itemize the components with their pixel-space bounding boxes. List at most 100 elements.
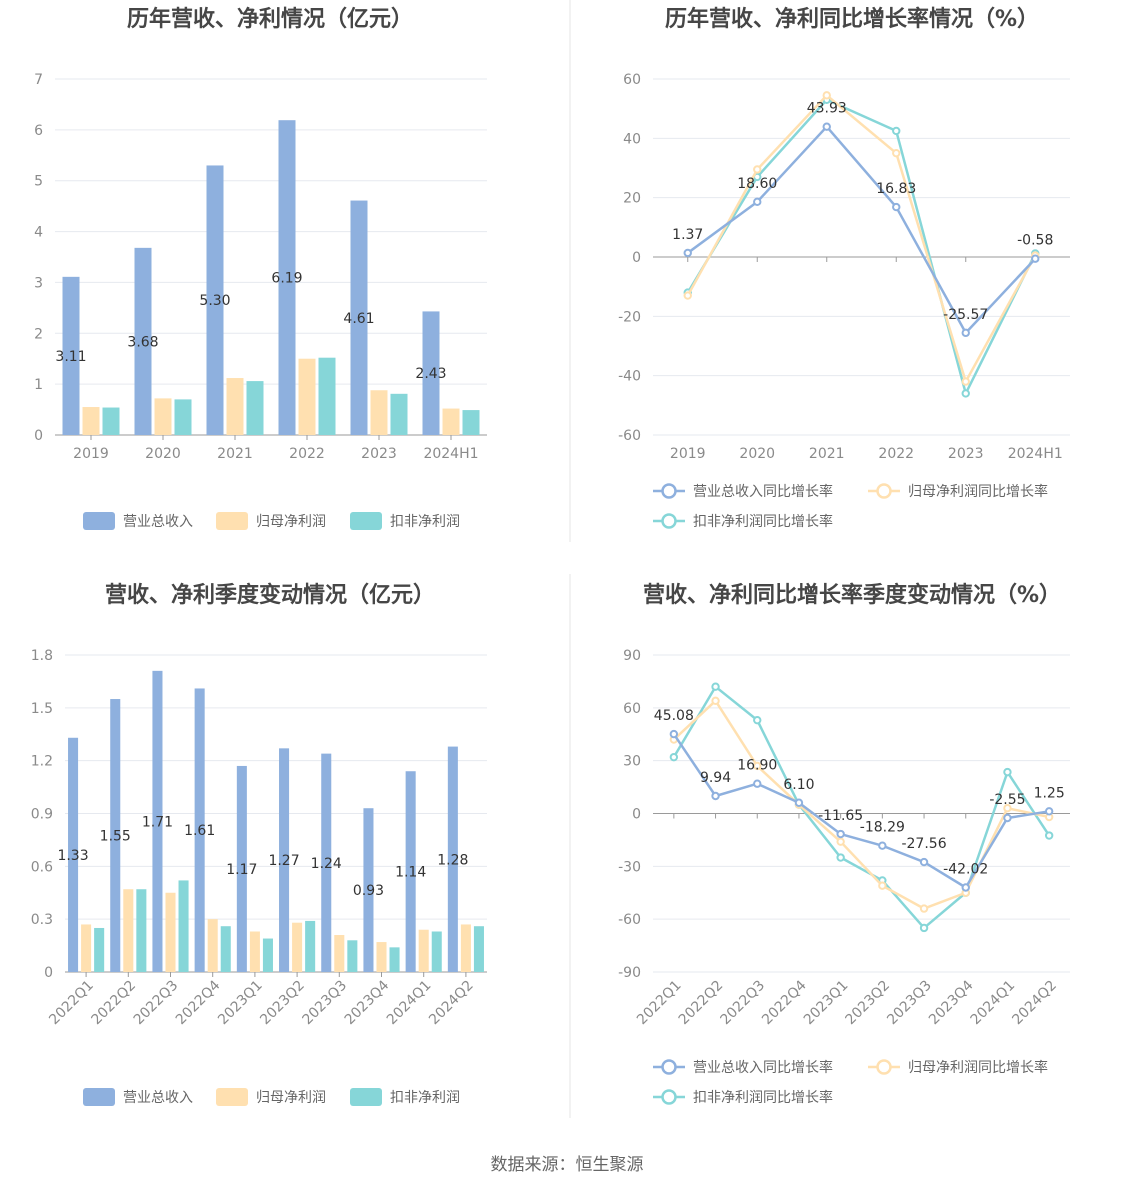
legend-marker xyxy=(876,1059,892,1075)
y-tick-label: -20 xyxy=(618,309,641,325)
bar-2 xyxy=(123,889,134,972)
y-tick-label: 1 xyxy=(34,377,43,393)
x-tick-label: 2022Q1 xyxy=(46,978,97,1029)
y-tick-label: 0 xyxy=(632,807,641,823)
legend-label: 营业总收入同比增长率 xyxy=(693,483,833,500)
bar-2 xyxy=(165,892,176,972)
bar-1 xyxy=(321,753,332,972)
x-tick-label: 2022Q4 xyxy=(173,977,224,1028)
bar-3 xyxy=(347,940,358,972)
bar-data-label: 1.28 xyxy=(437,852,468,868)
y-tick-label: 2 xyxy=(34,326,43,342)
bar-3 xyxy=(262,938,273,972)
y-tick-label: 40 xyxy=(623,131,641,147)
legend-swatch xyxy=(216,1088,248,1106)
x-tick-label: 2024Q2 xyxy=(426,978,477,1029)
line-data-label: -0.58 xyxy=(1017,233,1053,249)
chart-panel-3: 营收、净利季度变动情况（亿元） 0 0.3 0.6 0.9 1.2 1.5 1.8 2022Q1… xyxy=(31,582,487,1106)
bar-data-label: 1.14 xyxy=(395,865,426,881)
bar-data-label: 5.30 xyxy=(199,293,230,309)
legend-swatch xyxy=(83,512,115,530)
x-tick-label: 2023Q3 xyxy=(300,978,351,1029)
series-point-1 xyxy=(836,829,845,839)
legend-item-2: 归母净利润 xyxy=(216,512,326,530)
series-point-2 xyxy=(961,377,970,386)
bar-3 xyxy=(220,926,231,972)
x-tick-label: 2021 xyxy=(809,446,845,462)
legend-label: 归母净利润同比增长率 xyxy=(908,1059,1048,1076)
legend-swatch xyxy=(350,512,382,530)
line-data-label: 9.94 xyxy=(700,770,731,786)
y-tick-label: 0.9 xyxy=(31,807,53,823)
legend-item-3: 扣非净利润同比增长率 xyxy=(653,1089,833,1106)
legend-marker xyxy=(661,1059,677,1075)
bar-data-label: 4.61 xyxy=(343,311,374,327)
bar-3 xyxy=(473,926,484,972)
series-line-3 xyxy=(672,685,1051,930)
x-tick-label: 2023Q1 xyxy=(801,978,852,1029)
series-point-1 xyxy=(919,857,929,867)
legend-item-2: 归母净利润 xyxy=(216,1088,326,1106)
series-point-2 xyxy=(822,91,831,100)
y-tick-label: 5 xyxy=(34,174,43,190)
bar-data-label: 1.17 xyxy=(226,862,257,878)
y-tick-label: 0 xyxy=(34,428,43,444)
legend-item-1: 营业总收入 xyxy=(83,1088,193,1106)
y-tick-label: 0.3 xyxy=(31,912,53,928)
series-point-1 xyxy=(711,791,720,801)
legend-swatch xyxy=(83,1088,115,1106)
y-tick-label: 60 xyxy=(623,701,641,717)
series-point-1 xyxy=(753,197,762,207)
chart-title: 营收、净利同比增长率季度变动情况（%） xyxy=(643,582,1061,608)
bar-3 xyxy=(462,410,480,435)
y-tick-label: 1.5 xyxy=(31,701,53,717)
y-tick-label: -40 xyxy=(618,369,641,385)
y-tick-label: 6 xyxy=(34,123,43,139)
bar-data-label: 1.61 xyxy=(184,823,215,839)
series-point-1 xyxy=(1003,813,1012,823)
series-point-1 xyxy=(683,248,692,258)
legend-label: 营业总收入 xyxy=(123,514,193,530)
series-point-3 xyxy=(919,923,929,933)
x-tick-label: 2022 xyxy=(878,446,914,462)
chart-title: 历年营收、净利同比增长率情况（%） xyxy=(665,6,1039,32)
line-data-label: 45.08 xyxy=(654,708,694,724)
x-tick-label: 2023 xyxy=(361,446,397,462)
legend-marker xyxy=(661,483,677,499)
y-tick-label: 90 xyxy=(623,648,641,664)
series-point-2 xyxy=(711,696,720,705)
legend-marker xyxy=(876,483,892,499)
series-point-3 xyxy=(961,389,970,398)
x-tick-label: 2022Q2 xyxy=(89,978,140,1029)
bar-2 xyxy=(81,924,92,972)
series-point-3 xyxy=(1044,831,1054,840)
bar-3 xyxy=(318,357,336,435)
series-point-3 xyxy=(669,752,679,762)
bar-data-label: 6.19 xyxy=(271,271,302,287)
legend-swatch xyxy=(350,1088,382,1106)
series-point-1 xyxy=(961,328,970,338)
series-point-1 xyxy=(669,729,679,739)
bar-2 xyxy=(376,942,387,972)
legend-label: 归母净利润 xyxy=(256,1089,326,1106)
series-line-1 xyxy=(687,125,1037,335)
x-tick-label: 2024Q2 xyxy=(1009,978,1060,1029)
line-data-label: 16.83 xyxy=(876,181,916,197)
line-data-label: 6.10 xyxy=(783,777,814,793)
legend-marker xyxy=(661,1089,677,1105)
series-point-2 xyxy=(1003,804,1012,813)
line-data-label: 18.60 xyxy=(737,176,777,192)
bar-data-label: 3.11 xyxy=(55,349,86,365)
x-tick-label: 2023Q2 xyxy=(257,978,308,1029)
x-tick-label: 2024Q1 xyxy=(384,978,435,1029)
bar-2 xyxy=(298,358,316,435)
series-line-1 xyxy=(672,733,1050,889)
bar-2 xyxy=(292,922,303,972)
series-point-3 xyxy=(711,682,720,691)
bar-3 xyxy=(136,889,147,972)
series-point-2 xyxy=(892,148,901,158)
x-tick-label: 2022Q3 xyxy=(131,978,182,1029)
bar-1 xyxy=(68,737,79,972)
bar-data-label: 1.71 xyxy=(142,814,173,830)
line-data-label: -42.02 xyxy=(943,862,988,878)
